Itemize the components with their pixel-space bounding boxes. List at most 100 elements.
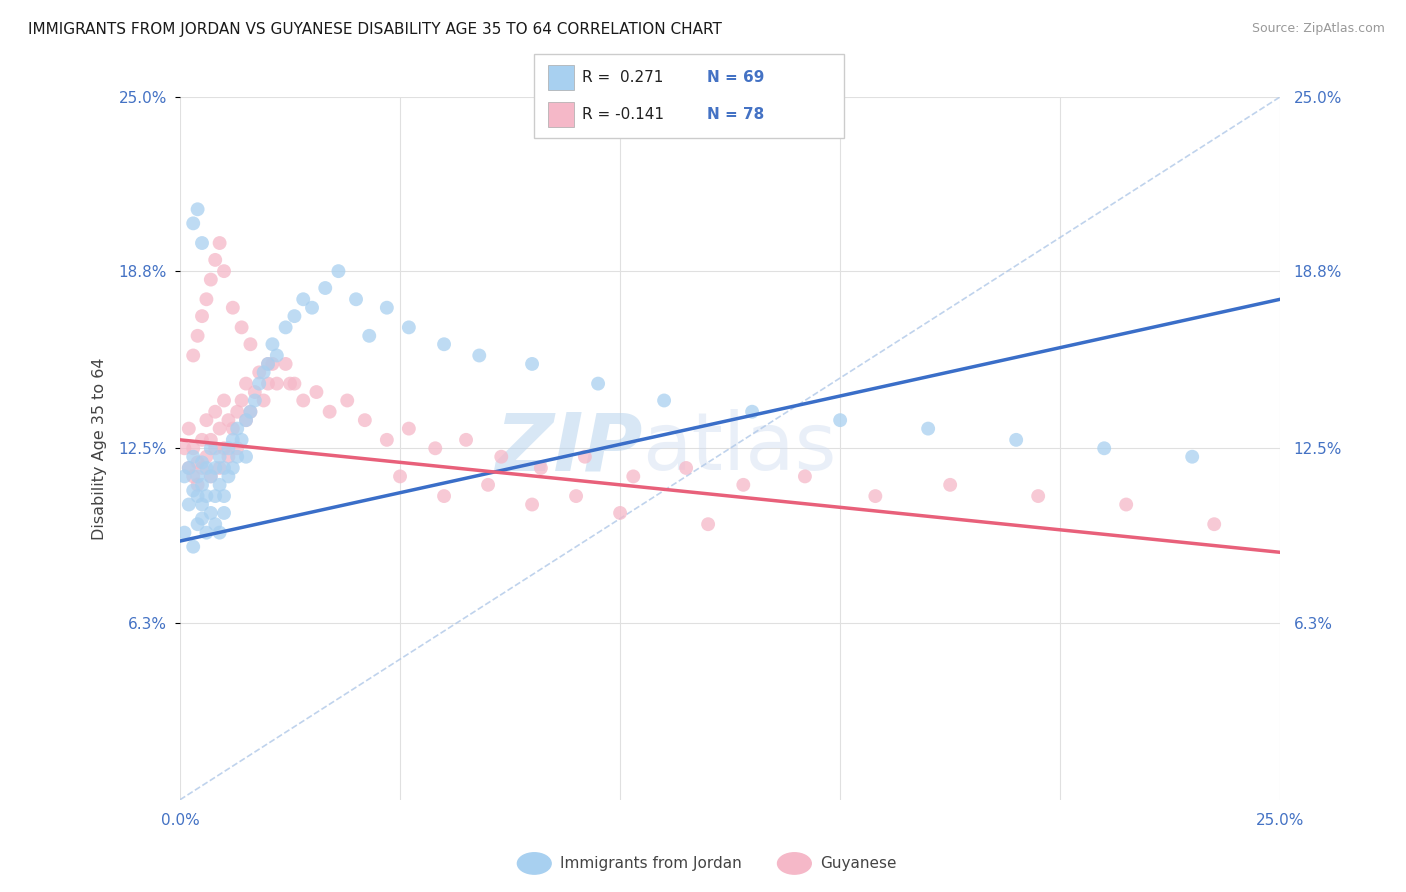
Point — [733, 478, 755, 492]
Point — [283, 376, 305, 391]
Point — [187, 517, 209, 532]
Point — [212, 442, 235, 456]
Point — [177, 421, 200, 435]
Text: R = -0.141: R = -0.141 — [582, 107, 664, 122]
Text: ZIP: ZIP — [495, 409, 643, 487]
Text: R =  0.271: R = 0.271 — [582, 70, 664, 85]
Point — [191, 478, 214, 492]
Point — [195, 461, 218, 475]
Point — [239, 405, 262, 419]
Point — [173, 469, 195, 483]
Point — [204, 442, 226, 456]
Point — [939, 478, 962, 492]
Point — [226, 442, 249, 456]
Point — [177, 461, 200, 475]
Point — [425, 442, 447, 456]
Point — [187, 455, 209, 469]
Point — [231, 393, 253, 408]
Point — [565, 489, 588, 503]
Point — [257, 357, 280, 371]
Point — [191, 455, 214, 469]
Point — [243, 393, 266, 408]
Point — [217, 450, 239, 464]
Point — [398, 320, 420, 334]
Point — [433, 337, 456, 351]
Point — [235, 413, 257, 427]
Point — [328, 264, 350, 278]
Point — [247, 365, 270, 379]
Point — [217, 413, 239, 427]
Point — [200, 469, 222, 483]
Point — [212, 264, 235, 278]
Point — [177, 461, 200, 475]
Point — [195, 525, 218, 540]
Text: Immigrants from Jordan: Immigrants from Jordan — [560, 856, 741, 871]
Point — [187, 489, 209, 503]
Point — [398, 421, 420, 435]
Point — [262, 357, 284, 371]
Point — [253, 365, 276, 379]
Point — [191, 235, 214, 250]
Point — [177, 498, 200, 512]
Point — [1204, 517, 1226, 532]
Point — [212, 489, 235, 503]
Point — [181, 216, 204, 230]
Point — [181, 483, 204, 498]
Point — [226, 421, 249, 435]
Point — [195, 413, 218, 427]
Point — [235, 450, 257, 464]
Point — [865, 489, 887, 503]
Point — [212, 393, 235, 408]
Point — [468, 349, 491, 363]
Point — [222, 421, 245, 435]
Point — [204, 405, 226, 419]
Point — [530, 461, 553, 475]
Point — [262, 337, 284, 351]
Point — [217, 442, 239, 456]
Point — [200, 442, 222, 456]
Point — [191, 511, 214, 525]
Point — [191, 461, 214, 475]
Point — [208, 525, 231, 540]
Point — [375, 301, 398, 315]
Point — [353, 413, 375, 427]
Point — [187, 478, 209, 492]
Point — [491, 450, 513, 464]
Point — [1005, 433, 1028, 447]
Point — [181, 349, 204, 363]
Point — [609, 506, 631, 520]
Point — [191, 433, 214, 447]
Point — [212, 461, 235, 475]
Point — [195, 292, 218, 306]
Point — [344, 292, 367, 306]
Point — [217, 469, 239, 483]
Point — [181, 540, 204, 554]
Point — [181, 469, 204, 483]
Point — [195, 489, 218, 503]
Point — [173, 442, 195, 456]
Point — [200, 469, 222, 483]
Point — [195, 450, 218, 464]
Point — [274, 320, 297, 334]
Point — [204, 252, 226, 267]
Point — [830, 413, 852, 427]
Point — [359, 328, 381, 343]
Point — [652, 393, 675, 408]
Point — [239, 405, 262, 419]
Point — [389, 469, 412, 483]
Point — [200, 272, 222, 286]
Point — [181, 450, 204, 464]
Point — [200, 433, 222, 447]
Point — [586, 376, 609, 391]
Point — [231, 320, 253, 334]
Point — [257, 357, 280, 371]
Point — [231, 433, 253, 447]
Point — [793, 469, 815, 483]
Point — [266, 349, 288, 363]
Point — [173, 525, 195, 540]
Point — [208, 421, 231, 435]
Point — [204, 489, 226, 503]
Point — [187, 328, 209, 343]
Point — [917, 421, 939, 435]
Point — [257, 376, 280, 391]
